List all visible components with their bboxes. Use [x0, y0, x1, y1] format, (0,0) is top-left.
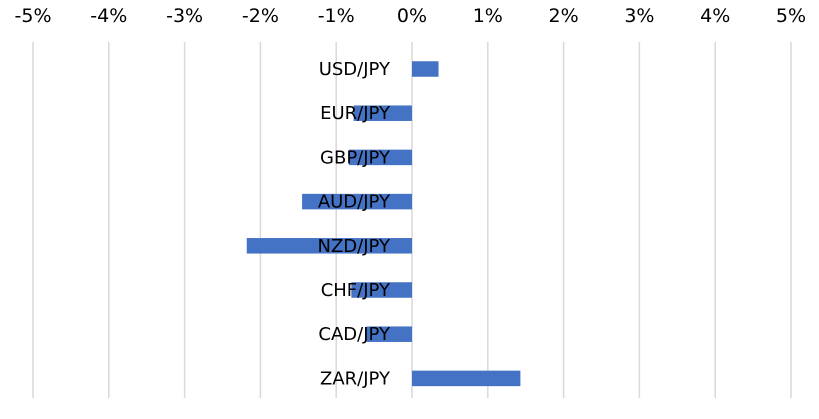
- gridlines: [32, 42, 792, 398]
- bar-chf-jpy: [351, 282, 412, 298]
- x-tick-label: -4%: [90, 5, 127, 27]
- x-tick-label: 1%: [473, 5, 503, 27]
- category-label: CAD/JPY: [318, 324, 391, 345]
- category-label: GBP/JPY: [320, 147, 391, 168]
- category-label: ZAR/JPY: [320, 368, 391, 389]
- bar-gbp-jpy: [349, 149, 412, 166]
- bar-eur-jpy: [353, 105, 412, 121]
- x-tick-label: 2%: [549, 5, 579, 27]
- category-label: CHF/JPY: [321, 280, 391, 301]
- bars: [246, 61, 521, 387]
- x-tick-label: -5%: [15, 5, 52, 27]
- x-tick-label: 3%: [624, 5, 654, 27]
- bar-cad-jpy: [366, 326, 412, 342]
- x-axis-tick-labels: -5% -4% -3% -2% -1% 0% 1% 2% 3% 4% 5%: [15, 5, 807, 27]
- x-tick-label: -3%: [166, 5, 203, 27]
- bar-aud-jpy: [302, 193, 412, 210]
- bar-nzd-jpy: [246, 238, 412, 254]
- category-label: AUD/JPY: [318, 192, 391, 213]
- bar-zar-jpy: [412, 370, 521, 387]
- category-label: USD/JPY: [319, 59, 391, 80]
- x-tick-label: -1%: [318, 5, 355, 27]
- category-label: EUR/JPY: [320, 103, 391, 124]
- x-tick-label: 5%: [776, 5, 806, 27]
- x-tick-label: 4%: [700, 5, 730, 27]
- bar-usd-jpy: [412, 61, 439, 77]
- category-labels: USD/JPY EUR/JPY GBP/JPY AUD/JPY NZD/JPY CHF/J…: [318, 59, 391, 389]
- x-tick-label: -2%: [242, 5, 279, 27]
- category-label: NZD/JPY: [318, 236, 391, 257]
- x-tick-label: 0%: [397, 5, 427, 27]
